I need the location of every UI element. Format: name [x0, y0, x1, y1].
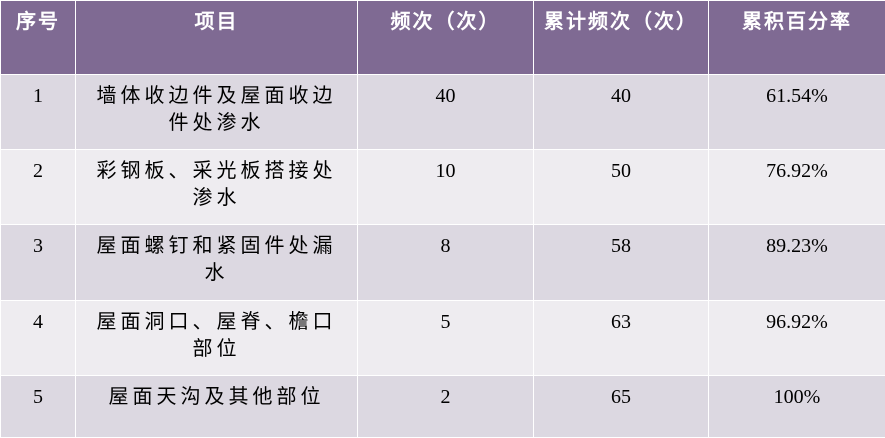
table-row: 3 屋面螺钉和紧固件处漏水 8 58 89.23%	[0, 224, 885, 301]
table-cell: 5	[0, 374, 76, 438]
header-cell: 累计频次（次）	[533, 0, 709, 75]
table-cell: 65	[533, 374, 709, 438]
table-cell: 2	[0, 149, 76, 226]
table-cell: 96.92%	[708, 299, 885, 376]
table-cell: 61.54%	[708, 73, 885, 151]
table-cell: 1	[0, 73, 76, 151]
table-row: 5 屋面天沟及其他部位 2 65 100%	[0, 374, 885, 438]
table-cell: 40	[533, 73, 709, 151]
table-cell: 屋面天沟及其他部位	[75, 374, 358, 438]
table-cell: 2	[357, 374, 534, 438]
table-cell: 屋面螺钉和紧固件处漏水	[75, 224, 358, 301]
table-header: 序号 项目 频次（次） 累计频次（次） 累积百分率	[0, 0, 885, 75]
header-cell: 项目	[75, 0, 358, 75]
table-cell: 50	[533, 149, 709, 226]
table-cell: 10	[357, 149, 534, 226]
table-cell: 屋面洞口、屋脊、檐口部位	[75, 299, 358, 376]
table-cell: 58	[533, 224, 709, 301]
table-cell: 76.92%	[708, 149, 885, 226]
table-cell: 8	[357, 224, 534, 301]
table-cell: 3	[0, 224, 76, 301]
header-cell: 累积百分率	[708, 0, 885, 75]
table-cell: 63	[533, 299, 709, 376]
header-cell: 频次（次）	[357, 0, 534, 75]
table-cell: 100%	[708, 374, 885, 438]
header-row: 序号 项目 频次（次） 累计频次（次） 累积百分率	[0, 0, 885, 75]
table-cell: 5	[357, 299, 534, 376]
header-cell: 序号	[0, 0, 76, 75]
table-cell: 墙体收边件及屋面收边件处渗水	[75, 73, 358, 151]
table-row: 2 彩钢板、采光板搭接处渗水 10 50 76.92%	[0, 149, 885, 226]
table-body: 1 墙体收边件及屋面收边件处渗水 40 40 61.54% 2 彩钢板、采光板搭接处渗水 10…	[0, 73, 885, 438]
table-row: 4 屋面洞口、屋脊、檐口部位 5 63 96.92%	[0, 299, 885, 376]
table-cell: 89.23%	[708, 224, 885, 301]
table-cell: 4	[0, 299, 76, 376]
table-cell: 40	[357, 73, 534, 151]
table-row: 1 墙体收边件及屋面收边件处渗水 40 40 61.54%	[0, 73, 885, 151]
table-cell: 彩钢板、采光板搭接处渗水	[75, 149, 358, 226]
